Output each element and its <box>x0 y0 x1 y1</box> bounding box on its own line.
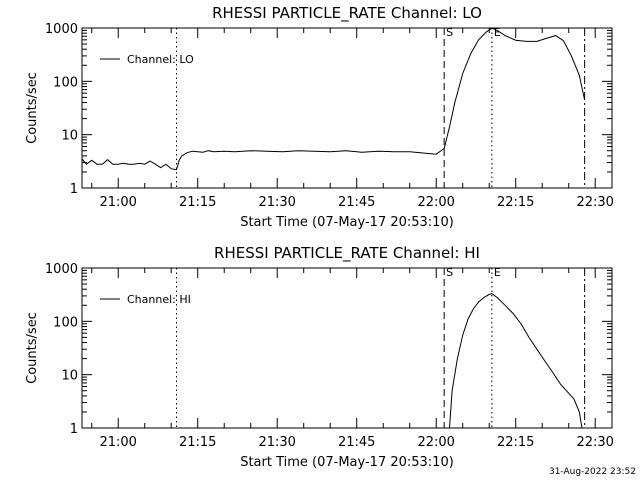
x-tick-label: 21:00 <box>99 435 136 450</box>
y-tick-label: 100 <box>53 315 78 330</box>
x-tick-label: 22:30 <box>576 195 613 210</box>
lo-channel-chart: RHESSI PARTICLE_RATE Channel: LO Start Ti… <box>25 4 614 230</box>
y-tick-label: 10 <box>61 129 78 144</box>
y-tick-label: 10 <box>61 369 78 384</box>
x-tick-label: 21:45 <box>338 195 375 210</box>
series-line <box>81 27 586 171</box>
marker-label: E <box>494 266 501 279</box>
x-tick-label: 22:00 <box>417 195 454 210</box>
x-tick-label: 22:15 <box>497 195 534 210</box>
x-tick-label: 21:15 <box>179 195 216 210</box>
y-axis-label: Counts/sec <box>25 72 40 144</box>
plot-frame <box>81 27 613 189</box>
y-tick-label: 1000 <box>45 262 78 277</box>
x-tick-label: 21:30 <box>258 435 295 450</box>
chart-title: RHESSI PARTICLE_RATE Channel: HI <box>214 244 480 263</box>
y-tick-label: 100 <box>53 75 78 90</box>
marker-label: E <box>494 26 501 39</box>
legend-label: Channel: LO <box>127 53 194 66</box>
y-tick-label: 1000 <box>45 22 78 37</box>
x-axis-label: Start Time (07-May-17 20:53:10) <box>240 455 454 470</box>
x-tick-label: 22:15 <box>497 435 534 450</box>
series-line <box>449 293 583 429</box>
legend-label: Channel: HI <box>127 293 191 306</box>
x-tick-label: 21:00 <box>99 195 136 210</box>
plot-frame <box>81 267 613 429</box>
x-tick-label: 22:30 <box>576 435 613 450</box>
marker-label: S <box>446 266 453 279</box>
footer-timestamp: 31-Aug-2022 23:52 <box>548 467 636 477</box>
x-axis-label: Start Time (07-May-17 20:53:10) <box>240 215 454 230</box>
chart-title: RHESSI PARTICLE_RATE Channel: LO <box>212 4 482 23</box>
y-tick-label: 1 <box>70 422 78 437</box>
x-tick-label: 21:30 <box>258 195 295 210</box>
x-tick-label: 22:00 <box>417 435 454 450</box>
marker-label: S <box>446 26 453 39</box>
hi-channel-chart: RHESSI PARTICLE_RATE Channel: HI Start Ti… <box>25 244 614 470</box>
x-tick-label: 21:45 <box>338 435 375 450</box>
y-tick-label: 1 <box>70 182 78 197</box>
x-tick-label: 21:15 <box>179 435 216 450</box>
y-axis-label: Counts/sec <box>25 312 40 384</box>
